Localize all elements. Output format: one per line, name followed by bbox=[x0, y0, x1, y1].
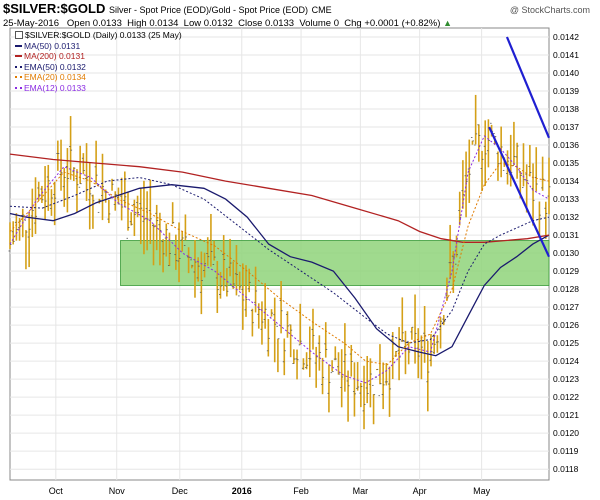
legend-label: EMA(20) 0.0134 bbox=[24, 72, 86, 82]
low-value: 0.0132 bbox=[203, 18, 233, 29]
symbol-label: $SILVER:$GOLD bbox=[3, 1, 106, 16]
series-line-ma200 bbox=[9, 153, 550, 243]
y-tick-label: 0.0128 bbox=[553, 284, 579, 294]
x-tick-label: 2016 bbox=[232, 486, 252, 496]
y-tick-label: 0.0125 bbox=[553, 338, 579, 348]
low-label: Low bbox=[183, 18, 202, 29]
y-tick-label: 0.0137 bbox=[553, 122, 579, 132]
y-tick-label: 0.0131 bbox=[553, 230, 579, 240]
y-tick-label: 0.0120 bbox=[553, 428, 579, 438]
open-value: 0.0133 bbox=[92, 18, 122, 29]
y-tick-label: 0.0124 bbox=[553, 356, 579, 366]
y-tick-label: 0.0132 bbox=[553, 212, 579, 222]
series-description: Silver - Spot Price (EOD)/Gold - Spot Pr… bbox=[108, 5, 309, 15]
volume-label: Volume bbox=[299, 18, 332, 29]
y-tick-label: 0.0134 bbox=[553, 176, 579, 186]
legend-swatch bbox=[15, 31, 23, 40]
legend-label: EMA(50) 0.0132 bbox=[24, 61, 86, 72]
legend-swatch bbox=[15, 44, 22, 47]
legend-entry: EMA(50) 0.0132 bbox=[15, 62, 182, 73]
legend-label: MA(50) 0.0131 bbox=[24, 40, 81, 51]
x-tick-label: May bbox=[473, 486, 491, 496]
y-tick-label: 0.0130 bbox=[553, 248, 579, 258]
legend-swatch bbox=[15, 65, 22, 68]
series-line-ma50 bbox=[9, 184, 550, 357]
x-tick-label: Dec bbox=[172, 486, 189, 496]
chart-title: $SILVER:$GOLD Silver - Spot Price (EOD)/… bbox=[3, 1, 332, 16]
y-tick-label: 0.0119 bbox=[553, 446, 579, 456]
y-tick-label: 0.0138 bbox=[553, 104, 579, 114]
high-label: High bbox=[127, 18, 147, 29]
legend-label: $SILVER:$GOLD (Daily) 0.0133 (25 May) bbox=[25, 30, 182, 40]
y-tick-label: 0.0133 bbox=[553, 194, 579, 204]
quote-line: 25-May-2016 Open 0.0133 High 0.0134 Low … bbox=[3, 18, 452, 29]
close-value: 0.0133 bbox=[265, 18, 295, 29]
chg-label: Chg bbox=[344, 18, 362, 29]
quote-date: 25-May-2016 bbox=[3, 18, 59, 29]
x-tick-label: Oct bbox=[49, 486, 64, 496]
y-tick-label: 0.0141 bbox=[553, 50, 579, 60]
legend-label: EMA(12) 0.0133 bbox=[24, 82, 86, 93]
y-tick-label: 0.0135 bbox=[553, 158, 579, 168]
x-tick-label: Mar bbox=[353, 486, 369, 496]
open-label: Open bbox=[66, 18, 91, 29]
trendline bbox=[505, 36, 551, 139]
y-tick-label: 0.0122 bbox=[553, 392, 579, 402]
y-tick-label: 0.0127 bbox=[553, 302, 579, 312]
y-tick-label: 0.0126 bbox=[553, 320, 579, 330]
x-tick-label: Feb bbox=[293, 486, 309, 496]
legend-entry: MA(50) 0.0131 bbox=[15, 41, 182, 52]
legend-entry: EMA(12) 0.0133 bbox=[15, 83, 182, 94]
series-line-ema12 bbox=[9, 135, 550, 384]
legend-entry: MA(200) 0.0131 bbox=[15, 51, 182, 62]
support-zone bbox=[120, 240, 550, 286]
trendline bbox=[488, 126, 550, 258]
y-tick-label: 0.0129 bbox=[553, 266, 579, 276]
y-tick-label: 0.0121 bbox=[553, 410, 579, 420]
y-tick-label: 0.0142 bbox=[553, 32, 579, 42]
x-tick-label: Apr bbox=[413, 486, 427, 496]
close-label: Close bbox=[238, 18, 263, 29]
y-tick-label: 0.0140 bbox=[553, 68, 579, 78]
legend-entry: $SILVER:$GOLD (Daily) 0.0133 (25 May) bbox=[15, 30, 182, 41]
legend-swatch bbox=[15, 55, 22, 58]
x-tick-label: Nov bbox=[109, 486, 126, 496]
legend-label: MA(200) 0.0131 bbox=[24, 51, 85, 61]
up-arrow-icon: ▲ bbox=[443, 18, 452, 28]
legend-entry: EMA(20) 0.0134 bbox=[15, 72, 182, 83]
high-value: 0.0134 bbox=[149, 18, 179, 29]
chart-legend: $SILVER:$GOLD (Daily) 0.0133 (25 May) MA(… bbox=[15, 30, 182, 93]
exchange-label: CME bbox=[311, 5, 332, 15]
watermark: @ StockCharts.com bbox=[509, 5, 590, 15]
y-tick-label: 0.0118 bbox=[553, 464, 579, 474]
chg-value: +0.0001 (+0.82%) bbox=[364, 18, 441, 29]
legend-swatch bbox=[15, 76, 22, 79]
volume-value: 0 bbox=[333, 18, 339, 29]
series-line-ema50 bbox=[9, 176, 550, 344]
y-tick-label: 0.0139 bbox=[553, 86, 579, 96]
legend-swatch bbox=[15, 86, 22, 89]
y-tick-label: 0.0136 bbox=[553, 140, 579, 150]
y-tick-label: 0.0123 bbox=[553, 374, 579, 384]
